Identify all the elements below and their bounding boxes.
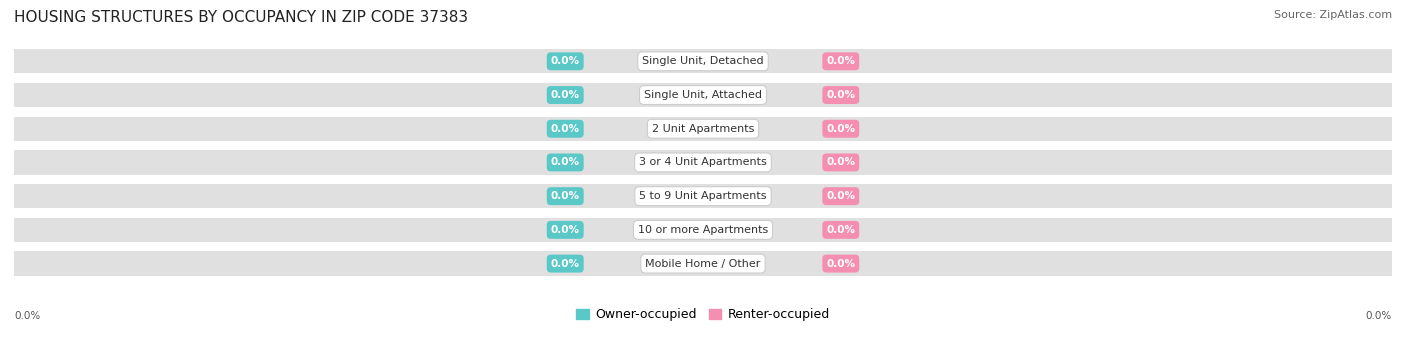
Bar (14, 150, 1392, 174)
Bar (14, 184, 1392, 208)
Text: 0.0%: 0.0% (551, 225, 579, 235)
Text: 0.0%: 0.0% (551, 90, 579, 100)
Text: 0.0%: 0.0% (551, 191, 579, 201)
Bar (14, 117, 1392, 141)
Text: Mobile Home / Other: Mobile Home / Other (645, 259, 761, 268)
Bar (14, 251, 1392, 276)
Text: 0.0%: 0.0% (551, 259, 579, 268)
Text: 0.0%: 0.0% (827, 259, 855, 268)
Text: 5 to 9 Unit Apartments: 5 to 9 Unit Apartments (640, 191, 766, 201)
Legend: Owner-occupied, Renter-occupied: Owner-occupied, Renter-occupied (571, 303, 835, 326)
Text: 0.0%: 0.0% (551, 56, 579, 66)
Bar (14, 218, 1392, 242)
Text: 0.0%: 0.0% (1365, 312, 1392, 321)
Text: 0.0%: 0.0% (827, 157, 855, 168)
Text: Source: ZipAtlas.com: Source: ZipAtlas.com (1274, 10, 1392, 20)
Text: 0.0%: 0.0% (827, 56, 855, 66)
Text: 0.0%: 0.0% (827, 90, 855, 100)
Text: HOUSING STRUCTURES BY OCCUPANCY IN ZIP CODE 37383: HOUSING STRUCTURES BY OCCUPANCY IN ZIP C… (14, 10, 468, 25)
Text: 0.0%: 0.0% (551, 157, 579, 168)
Text: 2 Unit Apartments: 2 Unit Apartments (652, 124, 754, 134)
Bar (14, 49, 1392, 74)
Text: Single Unit, Attached: Single Unit, Attached (644, 90, 762, 100)
Text: 0.0%: 0.0% (827, 191, 855, 201)
Text: 0.0%: 0.0% (551, 124, 579, 134)
Text: 0.0%: 0.0% (14, 312, 41, 321)
Bar (14, 83, 1392, 107)
Text: Single Unit, Detached: Single Unit, Detached (643, 56, 763, 66)
Text: 0.0%: 0.0% (827, 225, 855, 235)
Text: 0.0%: 0.0% (827, 124, 855, 134)
Text: 3 or 4 Unit Apartments: 3 or 4 Unit Apartments (640, 157, 766, 168)
Text: 10 or more Apartments: 10 or more Apartments (638, 225, 768, 235)
